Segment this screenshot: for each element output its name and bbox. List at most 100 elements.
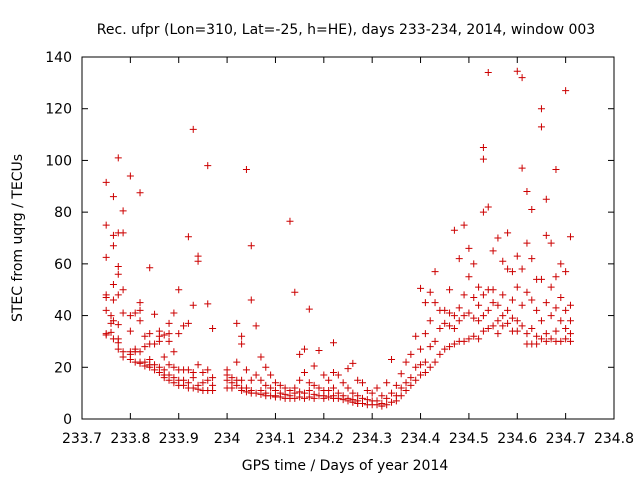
data-point	[114, 345, 122, 353]
data-point	[126, 312, 134, 320]
data-point	[233, 358, 241, 366]
data-point	[114, 270, 122, 278]
y-tick-label: 80	[54, 205, 72, 221]
data-point	[504, 306, 512, 314]
data-point	[504, 265, 512, 273]
data-point	[402, 387, 410, 395]
data-point	[557, 260, 565, 268]
data-point	[484, 306, 492, 314]
data-point	[562, 306, 570, 314]
x-tick-label: 233.7	[62, 431, 102, 447]
data-point	[479, 291, 487, 299]
data-point	[566, 301, 574, 309]
data-point	[557, 337, 565, 345]
x-tick-label: 234.4	[400, 431, 440, 447]
data-point	[136, 306, 144, 314]
data-point	[165, 319, 173, 327]
data-point	[305, 379, 313, 387]
data-point	[533, 306, 541, 314]
data-point	[417, 371, 425, 379]
data-point	[114, 291, 122, 299]
data-point	[204, 162, 212, 170]
data-point	[238, 332, 246, 340]
data-point	[552, 304, 560, 312]
data-point	[300, 368, 308, 376]
data-point	[136, 299, 144, 307]
data-point	[460, 312, 468, 320]
data-point	[417, 345, 425, 353]
data-point	[450, 312, 458, 320]
data-point	[262, 381, 270, 389]
data-point	[209, 374, 217, 382]
y-tick-label: 140	[45, 50, 72, 66]
data-point	[151, 340, 159, 348]
data-point	[412, 363, 420, 371]
data-point	[247, 376, 255, 384]
data-point	[465, 273, 473, 281]
data-point	[499, 312, 507, 320]
y-tick-label: 120	[45, 102, 72, 118]
data-point	[402, 358, 410, 366]
y-tick-label: 60	[54, 257, 72, 273]
data-point	[566, 233, 574, 241]
data-point	[417, 284, 425, 292]
data-point	[494, 234, 502, 242]
data-point	[523, 187, 531, 195]
data-point	[119, 207, 127, 215]
data-point	[446, 343, 454, 351]
data-point	[542, 330, 550, 338]
data-point	[107, 328, 115, 336]
data-point	[102, 178, 110, 186]
x-tick-label: 234.5	[449, 431, 489, 447]
data-point	[238, 387, 246, 395]
data-point	[528, 206, 536, 214]
data-point	[146, 363, 154, 371]
data-point	[475, 335, 483, 343]
x-tick-label: 234.1	[255, 431, 295, 447]
data-point	[334, 394, 342, 402]
data-point	[562, 325, 570, 332]
data-point	[102, 293, 110, 301]
data-point	[513, 283, 521, 291]
data-point	[388, 398, 396, 406]
data-point	[296, 350, 304, 358]
data-point	[194, 385, 202, 393]
x-tick-label: 234.2	[304, 431, 344, 447]
data-point	[383, 401, 391, 409]
data-point	[189, 374, 197, 382]
data-point	[566, 317, 574, 325]
data-point	[426, 363, 434, 371]
data-point	[276, 381, 284, 389]
data-point	[508, 296, 516, 304]
data-point	[184, 366, 192, 374]
data-point	[165, 337, 173, 345]
data-point	[170, 348, 178, 356]
data-point	[441, 319, 449, 327]
data-point	[528, 296, 536, 304]
data-point	[460, 221, 468, 229]
data-point	[242, 388, 250, 396]
data-point	[155, 368, 163, 376]
data-point	[300, 345, 308, 353]
data-point	[233, 381, 241, 389]
data-point	[537, 123, 545, 131]
data-point	[450, 226, 458, 234]
data-point	[407, 350, 415, 358]
x-tick-label: 233.9	[159, 431, 199, 447]
data-point	[547, 239, 555, 247]
data-point	[119, 353, 127, 361]
data-point	[542, 231, 550, 239]
data-point	[165, 361, 173, 369]
data-point	[151, 310, 159, 318]
data-point	[518, 164, 526, 172]
data-point	[547, 312, 555, 320]
data-point	[194, 257, 202, 265]
data-point	[383, 379, 391, 387]
data-point	[175, 330, 183, 338]
x-tick-label: 234.3	[352, 431, 392, 447]
data-point	[257, 353, 265, 361]
data-point	[373, 401, 381, 409]
data-point	[271, 379, 279, 387]
data-point	[470, 293, 478, 301]
